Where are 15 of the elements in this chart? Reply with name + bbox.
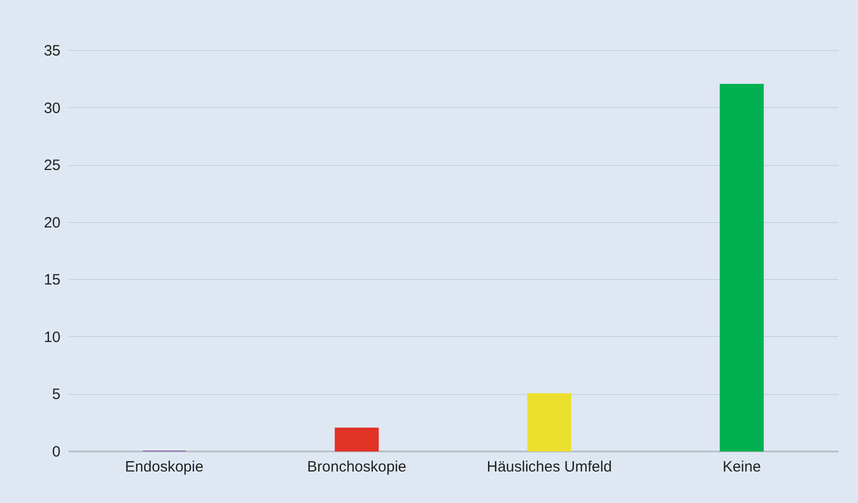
y-tick-label: 0: [52, 444, 60, 460]
y-tick-label: 20: [44, 214, 60, 232]
y-tick-label: 25: [44, 157, 60, 174]
x-tick-label: Endoskopie: [125, 458, 204, 476]
bar: [527, 393, 572, 452]
x-tick-label: Häusliches Umfeld: [486, 458, 612, 476]
x-tick-label: Bronchoskopie: [307, 458, 406, 476]
bar: [720, 84, 764, 452]
x-tick-label: Keine: [722, 458, 761, 476]
y-tick-label: 15: [44, 272, 60, 289]
bar: [334, 428, 379, 452]
y-tick-label: 10: [44, 328, 60, 346]
y-tick-label: 35: [44, 42, 60, 60]
y-tick-label: 30: [44, 100, 60, 117]
y-tick-label: 5: [52, 386, 60, 404]
